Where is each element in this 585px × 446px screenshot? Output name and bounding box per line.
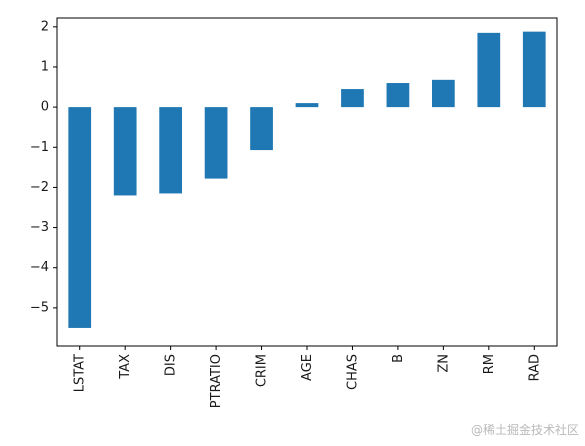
y-tick-label: −3 — [30, 220, 49, 235]
bar-rm — [477, 32, 501, 108]
plot-frame — [56, 17, 558, 347]
x-axis-ticks: LSTAT TAX DIS PTRATIO CRIM AGE CHAS B ZN RM RAD — [73, 346, 542, 408]
bar-rad — [522, 31, 546, 108]
bar-zn — [432, 79, 455, 108]
x-tick-label-age: AGE — [300, 354, 315, 381]
x-tick-label-crim: CRIM — [255, 354, 270, 387]
x-tick-label-chas: CHAS — [345, 354, 360, 390]
x-tick-label-zn: ZN — [436, 354, 451, 373]
bar-crim — [250, 107, 273, 151]
y-tick-label: −5 — [30, 300, 49, 315]
bar-dis — [159, 107, 182, 194]
y-tick-label: 1 — [41, 59, 49, 74]
x-tick-label-rm: RM — [482, 354, 497, 374]
x-tick-label-dis: DIS — [164, 354, 179, 376]
y-axis-ticks: 2 1 0 −1 −2 −3 −4 −5 — [30, 19, 57, 315]
bar-age — [295, 103, 319, 108]
y-tick-label: 2 — [41, 19, 49, 34]
y-tick-label: −1 — [30, 140, 49, 155]
bar-ptratio — [204, 107, 228, 179]
x-tick-label-rad: RAD — [527, 354, 542, 381]
x-tick-label-b: B — [391, 354, 406, 363]
x-tick-label-lstat: LSTAT — [73, 354, 88, 392]
bar-tax — [113, 107, 137, 196]
bar-b — [386, 83, 410, 108]
y-tick-label: −4 — [30, 260, 49, 275]
bars-group — [68, 31, 546, 328]
y-tick-label: 0 — [41, 100, 49, 115]
watermark: @稀土掘金技术社区 — [470, 423, 579, 437]
x-tick-label-ptratio: PTRATIO — [209, 354, 224, 408]
bar-chas — [341, 89, 364, 108]
y-tick-label: −2 — [30, 180, 49, 195]
x-tick-label-tax: TAX — [118, 354, 133, 380]
bar-lstat — [68, 107, 92, 328]
